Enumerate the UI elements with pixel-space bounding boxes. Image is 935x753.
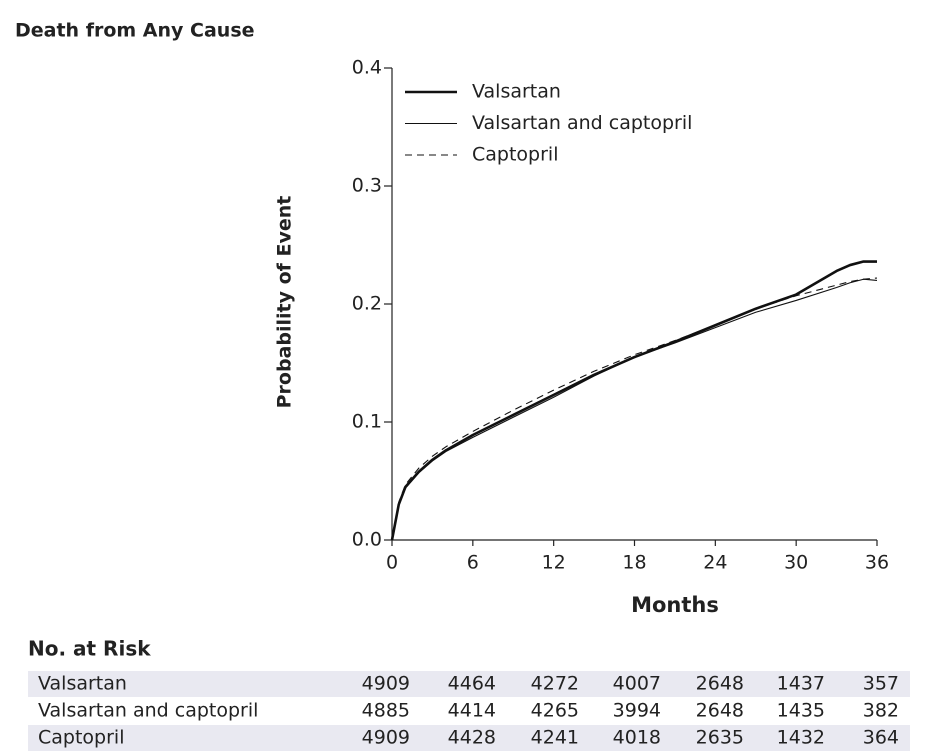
legend-label: Valsartan [472,81,561,103]
table-cell: 3994 [613,700,661,722]
x-tick-label: 0 [386,552,398,574]
table-cell: 1437 [777,673,825,695]
table-cell: 4909 [362,727,410,749]
series-line [391,278,878,541]
series-line [390,260,877,541]
table-cell: 357 [863,673,899,695]
table-cell: 4909 [362,673,410,695]
table-cell: 4428 [448,727,496,749]
x-axis-label: Months [631,593,719,617]
x-tick-label: 18 [622,552,646,574]
table-cell: 364 [863,727,899,749]
x-tick-label: 24 [703,552,727,574]
y-tick-label: 0.2 [352,293,382,315]
row-label: Captopril [38,727,124,749]
table-cell: 1432 [777,727,825,749]
table-cell: 4464 [448,673,496,695]
table-cell: 2648 [696,700,744,722]
row-label: Valsartan and captopril [38,700,258,722]
row-label: Valsartan [38,673,127,695]
y-tick-label: 0.1 [352,411,382,433]
table-cell: 1435 [777,700,825,722]
table-cell: 4018 [613,727,661,749]
table-row-shade [28,725,910,751]
x-tick-label: 36 [865,552,889,574]
table-cell: 4885 [362,700,410,722]
y-tick-label: 0.4 [352,57,382,79]
chart-title: Death from Any Cause [15,20,255,42]
legend-label: Valsartan and captopril [472,112,692,134]
table-cell: 4265 [531,700,579,722]
table-cell: 2635 [696,727,744,749]
table-cell: 382 [863,700,899,722]
table-cell: 4007 [613,673,661,695]
x-tick-label: 12 [542,552,566,574]
x-tick-label: 30 [784,552,808,574]
table-cell: 2648 [696,673,744,695]
legend-label: Captopril [472,144,558,166]
y-tick-label: 0.0 [352,529,382,551]
risk-table-title: No. at Risk [28,637,151,661]
table-cell: 4272 [531,673,579,695]
series-line [391,277,878,541]
y-tick-label: 0.3 [352,175,382,197]
table-cell: 4241 [531,727,579,749]
x-tick-label: 6 [467,552,479,574]
table-row-shade [28,671,910,697]
table-cell: 4414 [448,700,496,722]
y-axis-label: Probability of Event [274,196,296,409]
